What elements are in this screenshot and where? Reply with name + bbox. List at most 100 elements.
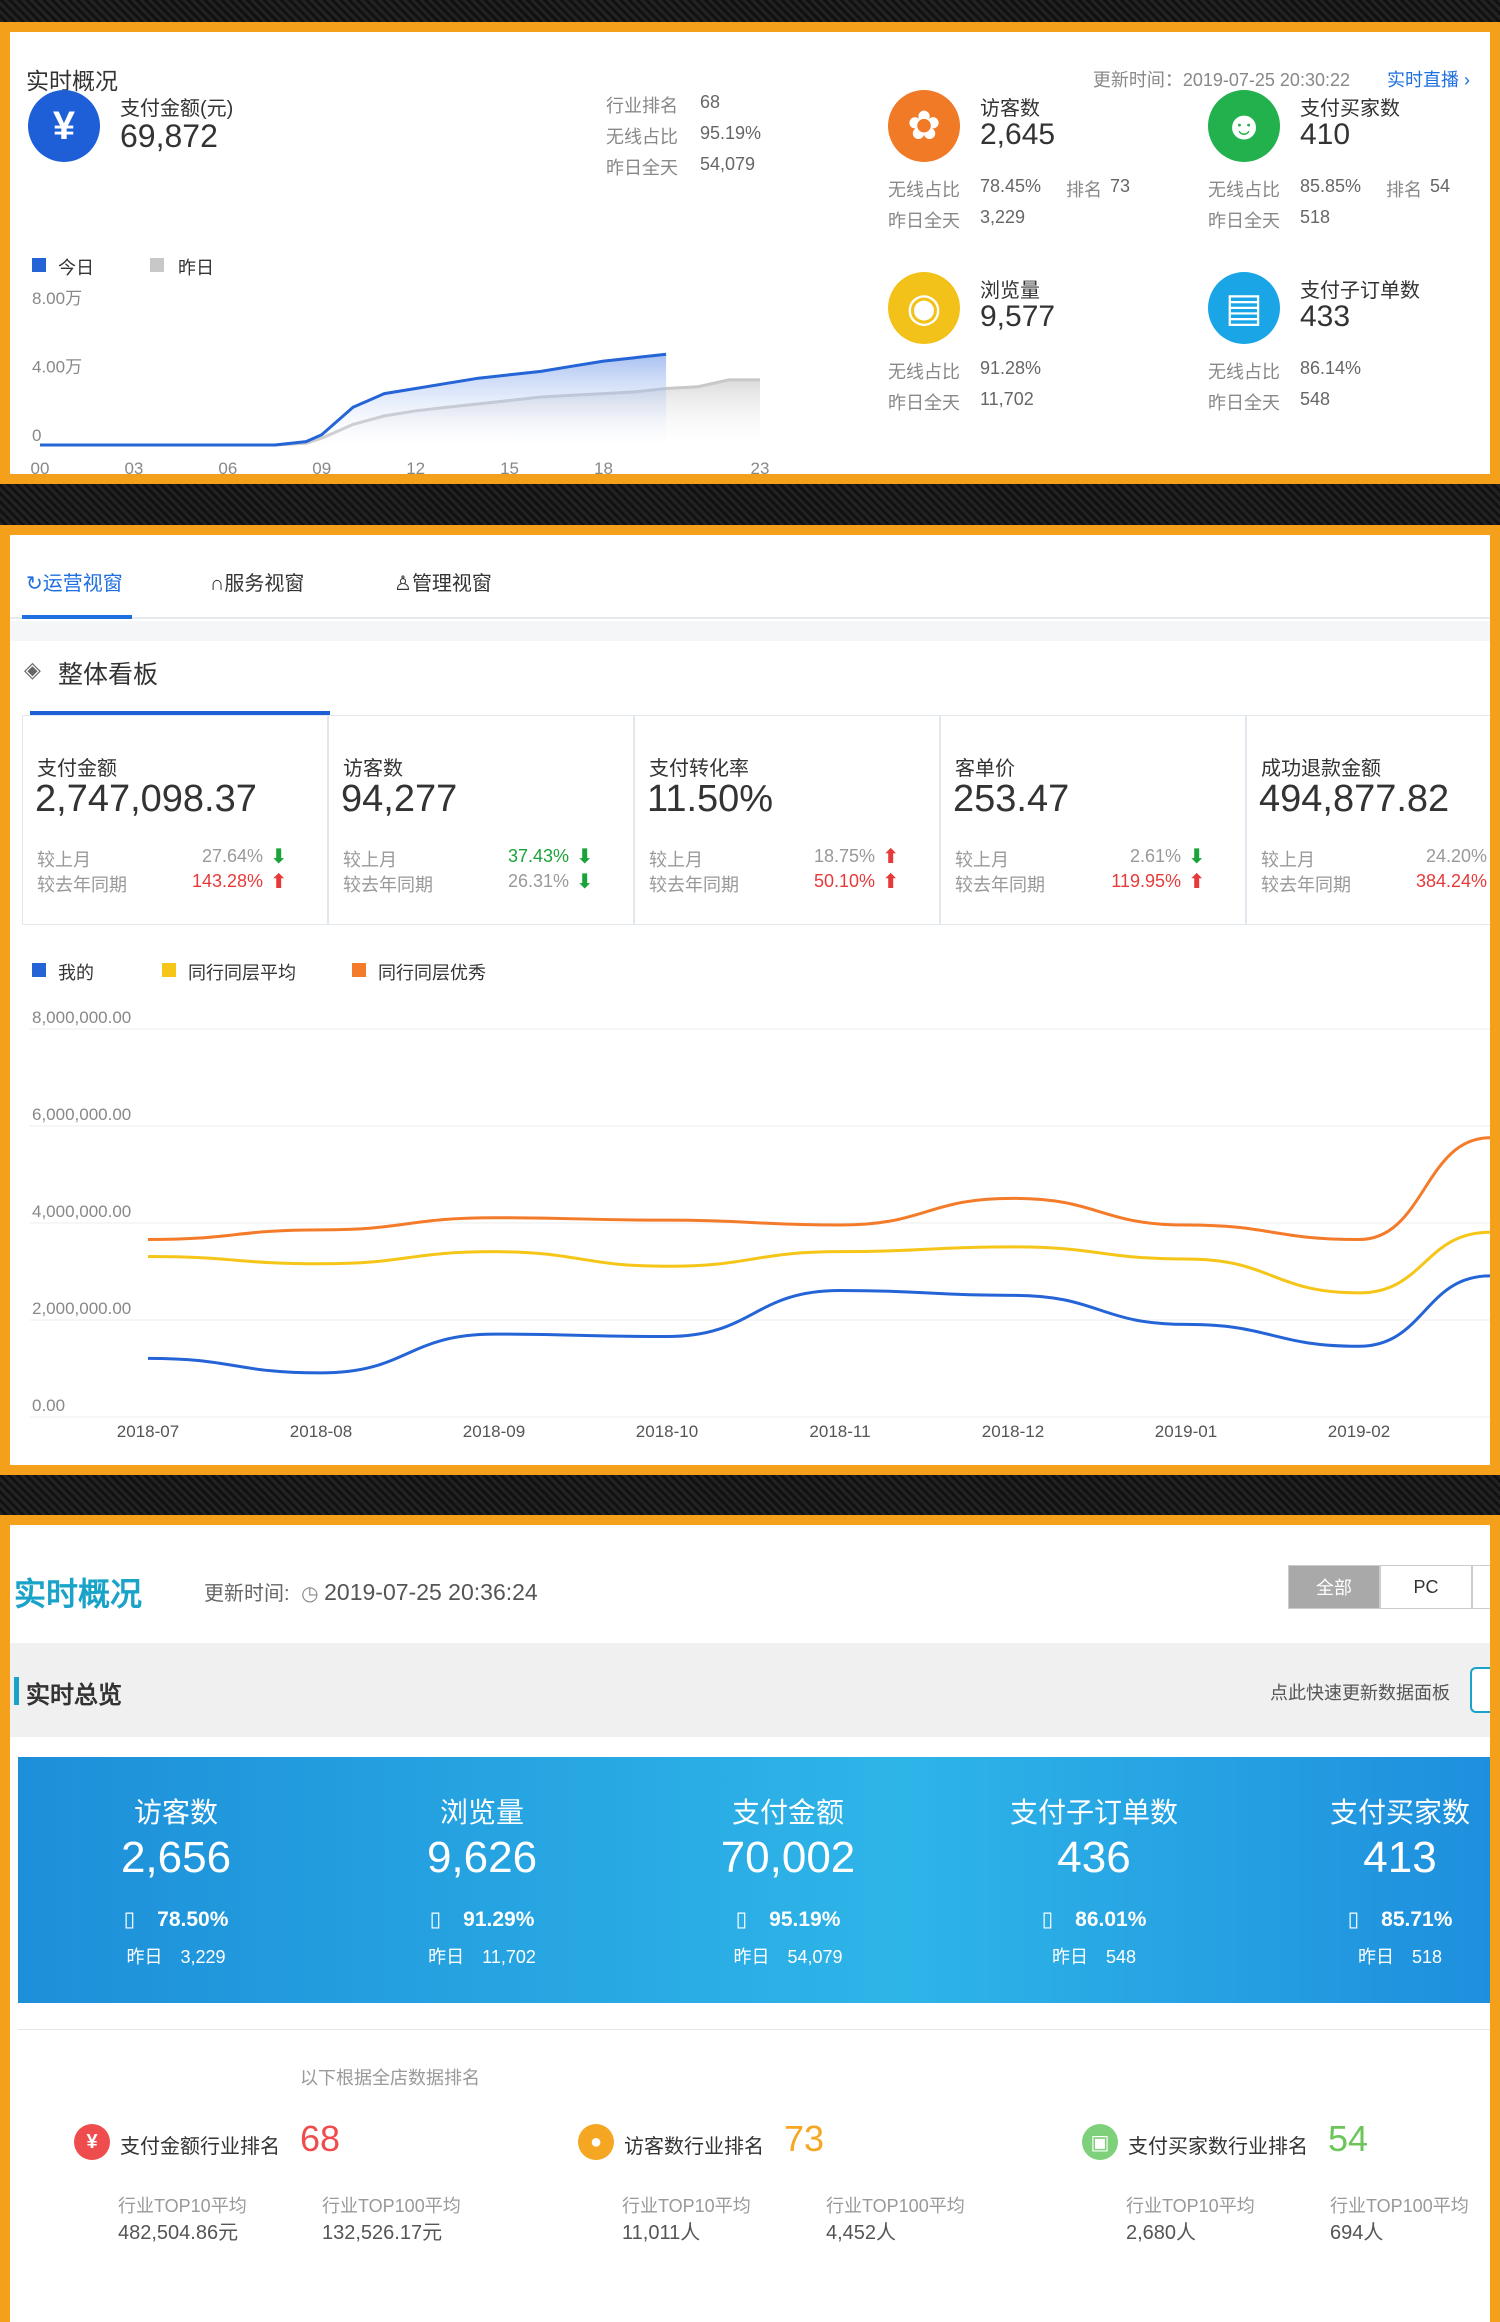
arrow-up-icon: ⬆ [270,871,287,893]
rank-label: 访客数行业排名 [624,2136,764,2158]
yesterday-value: 518 [1411,1947,1443,1967]
top100-value: 694人 [1330,2222,1384,2244]
rank-section: 以下根据全店数据排名 ¥ 支付金额行业排名 68 行业TOP10平均 482,504.8… [18,2029,1490,2322]
legend-swatch [162,963,176,977]
top100-label: 行业TOP100平均 [826,2196,965,2216]
rank-label: 排名 [1386,180,1422,200]
x-tick-label: 12 [406,459,425,478]
summary-value: 413 [1363,1833,1437,1882]
refresh-button[interactable] [1470,1667,1490,1713]
tab-service[interactable]: ∩服务视窗 [210,567,304,596]
tab-management[interactable]: ♙管理视窗 [394,567,492,596]
arrow-down-icon: ⬇ [576,846,593,868]
kpi-title: 成功退款金额 [1261,758,1381,780]
y-tick-label: 4,000,000.00 [32,1202,131,1221]
x-tick-label: 2019-01 [1155,1422,1217,1441]
summary-yesterday: 昨日 3,229 [26,1943,326,1969]
mobile-icon: ▯ [123,1908,136,1931]
yesterday-label: 昨日 [733,1947,770,1967]
rank-note: 以下根据全店数据排名 [300,2068,480,2088]
yesterday-value: 548 [1105,1947,1137,1967]
summary-value: 70,002 [720,1833,856,1882]
kpi-card[interactable]: 访客数 94,277 较上月 较去年同期 37.43% 26.31% ⬇ ⬇ [328,715,634,925]
live-link[interactable]: 实时直播 › [1387,66,1470,92]
mobile-icon: ▯ [1347,1908,1360,1931]
tab-label: 运营视窗 [42,573,123,595]
wireless-value: 85.85% [1300,176,1362,196]
refresh-note[interactable]: 点此快速更新数据面板 [1270,1683,1450,1703]
wireless-label: 无线占比 [1208,180,1280,200]
legend-label[interactable]: 我的 [58,963,94,983]
legend-label[interactable]: 同行同层优秀 [378,963,486,983]
yen-icon: ¥ [74,2124,110,2160]
rank-number: 68 [300,2118,341,2159]
kpi-title: 支付转化率 [649,758,749,780]
metric-value: 2,645 [980,118,1056,151]
segment-all[interactable]: 全部 [1288,1565,1380,1609]
payment-value: 69,872 [120,118,218,154]
top10-value: 482,504.86元 [118,2222,239,2244]
compare-year-label: 较去年同期 [343,875,433,895]
yesterday-value: 54,079 [787,1947,843,1967]
summary-yesterday: 昨日 518 [1250,1943,1490,1969]
compare-year-value: 143.28% [191,871,263,891]
compare-year-label: 较去年同期 [1261,875,1351,895]
yesterday-value: 11,702 [980,389,1034,409]
yesterday-label: 昨日全天 [888,211,960,231]
legend-swatch [352,963,366,977]
top100-label: 行业TOP100平均 [322,2196,461,2216]
top-stripe [0,0,1500,22]
segment-more[interactable] [1472,1565,1490,1609]
arrow-down-icon: ⬇ [576,871,593,893]
kpi-title: 访客数 [343,758,403,780]
summary-mobile-share: ▯ 91.29% [332,1907,632,1932]
summary-column: 浏览量 9,626 ▯ 91.29% 昨日 11,702 [332,1757,632,2003]
legend-today: 今日 [58,258,94,278]
wireless-value: 78.45% [980,176,1042,196]
tab-label: 管理视窗 [411,573,492,595]
yesterday-label: 昨日 [428,1947,465,1967]
legend-label[interactable]: 同行同层平均 [188,963,296,983]
user-icon: ● [578,2124,614,2160]
arrow-down-icon: ⬇ [1188,846,1205,868]
rank-label: 行业排名 [606,96,678,116]
section-gap [10,621,1490,641]
x-tick-label: 09 [312,459,331,478]
tab-active-indicator [22,615,132,619]
segment-pc[interactable]: PC [1380,1565,1472,1609]
summary-column: 支付子订单数 436 ▯ 86.01% 昨日 548 [944,1757,1244,2003]
top10-label: 行业TOP10平均 [118,2196,247,2216]
kpi-value: 2,747,098.37 [35,778,257,820]
mobile-share-value: 86.01% [1075,1908,1147,1931]
mobile-share-value: 91.29% [463,1908,535,1931]
wireless-value: 91.28% [980,358,1042,378]
summary-label: 访客数 [133,1797,218,1828]
top100-label: 行业TOP100平均 [1330,2196,1469,2216]
compare-month-label: 较上月 [1261,850,1315,870]
x-tick-label: 2018-10 [636,1422,698,1441]
kpi-card[interactable]: 支付金额 2,747,098.37 较上月 较去年同期 27.64% 143.28% ⬇ ⬆ [22,715,328,925]
x-tick-label: 2018-09 [463,1422,525,1441]
person-icon: ♙ [394,573,412,595]
kpi-value: 494,877.82 [1259,778,1450,820]
y-tick-label: 0 [32,426,41,445]
panel-title: 实时概况 [14,1576,143,1612]
legend-yesterday: 昨日 [178,258,214,278]
kpi-card[interactable]: 支付转化率 11.50% 较上月 较去年同期 18.75% 50.10% ⬆ ⬆ [634,715,940,925]
board-title: 整体看板 [58,661,159,689]
summary-mobile-share: ▯ 85.71% [1250,1907,1490,1932]
panel-title: 实时概况 [26,68,118,94]
legend-today-swatch [32,258,46,272]
rank-label: 支付买家数行业排名 [1128,2136,1308,2158]
realtime-summary: 访客数 2,656 ▯ 78.50% 昨日 3,229 浏览量 9,626 ▯ 91.29% 昨日 1… [18,1757,1490,2003]
tab-operations[interactable]: ↻运营视窗 [26,567,123,596]
yesterday-value: 518 [1300,207,1331,227]
legend-swatch [32,963,46,977]
kpi-card[interactable]: 客单价 253.47 较上月 较去年同期 2.61% 119.95% ⬇ ⬆ [940,715,1246,925]
metric-value: 9,577 [980,300,1056,333]
metric-value: 433 [1300,300,1351,333]
summary-column: 访客数 2,656 ▯ 78.50% 昨日 3,229 [26,1757,326,2003]
series-line-today [40,352,667,447]
wireless-label: 无线占比 [606,127,678,147]
